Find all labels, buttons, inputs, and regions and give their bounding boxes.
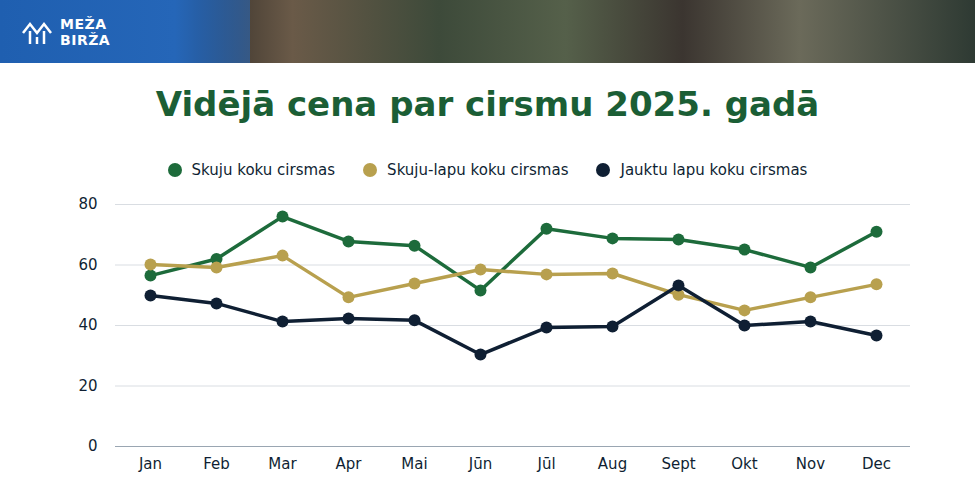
svg-text:40: 40 (78, 316, 97, 334)
svg-text:Nov: Nov (796, 455, 825, 473)
svg-text:Sept: Sept (661, 455, 695, 473)
svg-text:Mar: Mar (268, 455, 297, 473)
svg-text:Feb: Feb (203, 455, 230, 473)
svg-text:0: 0 (88, 437, 98, 455)
svg-text:20: 20 (78, 377, 97, 395)
svg-text:60: 60 (78, 256, 97, 274)
svg-text:Dec: Dec (862, 455, 891, 473)
svg-text:Jan: Jan (138, 455, 162, 473)
html-text:BIRŽA: BIRŽA (60, 31, 111, 48)
html-text:Vidējā cena par cirsmu 2025. g: Vidējā cena par cirsmu 2025. gadā (155, 84, 820, 124)
html-text:MEŽA: MEŽA (60, 15, 107, 32)
html-text:Skuju koku cirsmas: Skuju koku cirsmas (191, 161, 336, 179)
html-text:Skuju-lapu koku cirsmas: Skuju-lapu koku cirsmas (387, 161, 569, 179)
html-text:Jauktu lapu koku cirsmas: Jauktu lapu koku cirsmas (620, 161, 808, 179)
svg-text:Jūl: Jūl (536, 455, 555, 473)
svg-text:Okt: Okt (731, 455, 757, 473)
svg-text:Mai: Mai (401, 455, 427, 473)
svg-text:Aug: Aug (598, 455, 627, 473)
svg-text:80: 80 (78, 195, 97, 213)
svg-text:Jūn: Jūn (468, 455, 492, 473)
svg-text:Apr: Apr (336, 455, 363, 473)
